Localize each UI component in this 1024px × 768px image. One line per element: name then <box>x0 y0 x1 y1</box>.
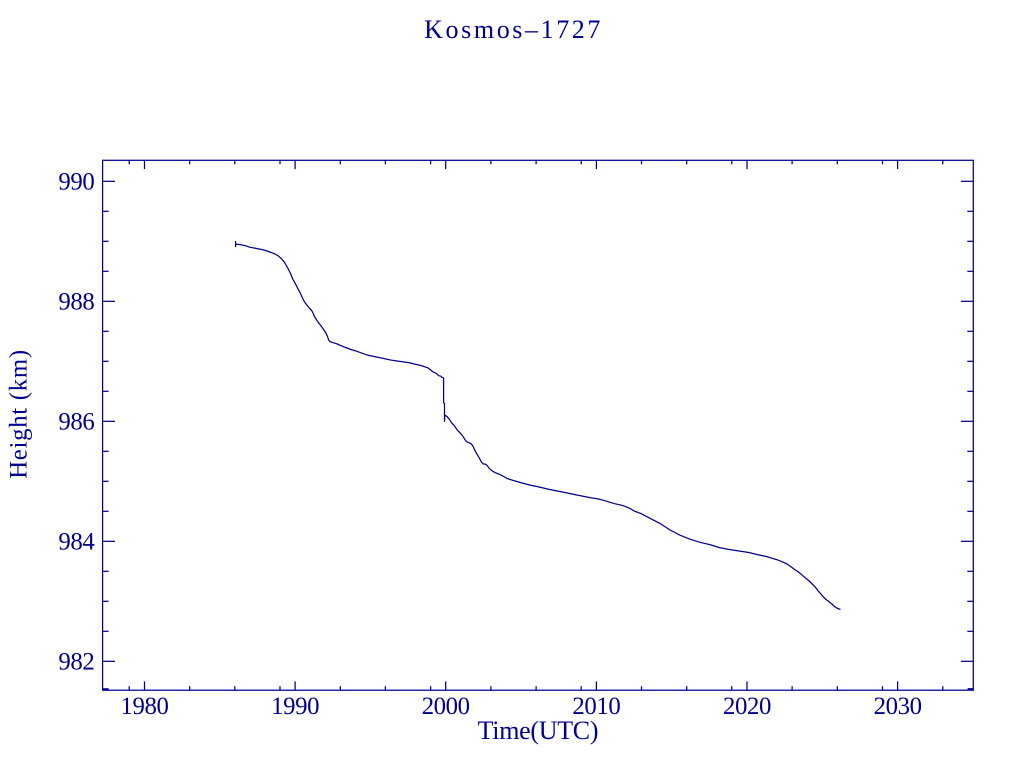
svg-text:986: 986 <box>58 409 94 436</box>
svg-text:1980: 1980 <box>121 693 169 720</box>
svg-text:2020: 2020 <box>723 693 771 720</box>
svg-text:988: 988 <box>58 289 94 316</box>
svg-text:982: 982 <box>58 649 94 676</box>
svg-text:Height (km): Height (km) <box>6 349 33 479</box>
svg-text:990: 990 <box>58 169 94 196</box>
svg-text:Time(UTC): Time(UTC) <box>478 716 599 745</box>
svg-text:2010: 2010 <box>572 693 620 720</box>
svg-text:2000: 2000 <box>422 693 470 720</box>
svg-text:Kosmos–1727: Kosmos–1727 <box>424 15 603 44</box>
svg-text:2030: 2030 <box>874 693 922 720</box>
svg-text:1990: 1990 <box>271 693 319 720</box>
svg-text:984: 984 <box>58 529 95 556</box>
